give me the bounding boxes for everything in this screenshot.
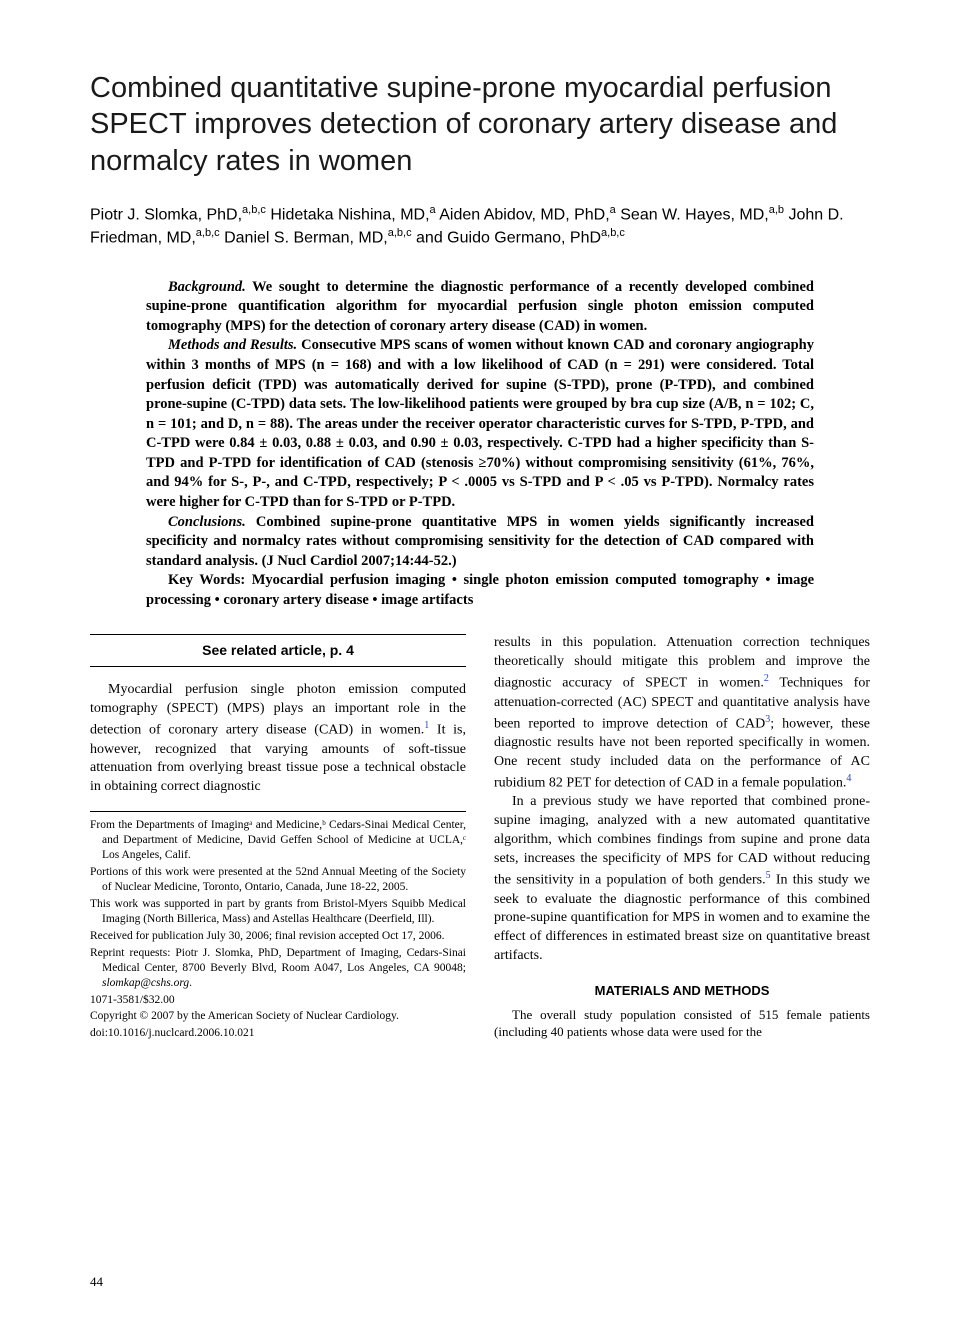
footnotes-block: From the Departments of Imagingᵃ and Med…	[90, 811, 466, 1041]
page-number: 44	[90, 1274, 103, 1290]
footnote-issn: 1071-3581/$32.00	[90, 993, 466, 1008]
author-list: Piotr J. Slomka, PhD,a,b,c Hidetaka Nish…	[90, 203, 870, 250]
right-p3: The overall study population consisted o…	[494, 1006, 870, 1041]
right-p1: results in this population. Attenuation …	[494, 634, 870, 793]
footnote-copyright: Copyright © 2007 by the American Society…	[90, 1009, 466, 1024]
abstract-background: Background. We sought to determine the d…	[146, 278, 814, 337]
background-text: We sought to determine the diagnostic pe…	[146, 279, 814, 334]
footnote-received: Received for publication July 30, 2006; …	[90, 929, 466, 944]
footnote-doi: doi:10.1016/j.nuclcard.2006.10.021	[90, 1026, 466, 1041]
abstract-conclusions: Conclusions. Combined supine-prone quant…	[146, 513, 814, 572]
conclusions-label: Conclusions.	[168, 514, 246, 530]
background-label: Background.	[168, 279, 246, 295]
left-column: See related article, p. 4 Myocardial per…	[90, 634, 466, 1043]
intro-paragraph: Myocardial perfusion single photon emiss…	[90, 681, 466, 797]
methods-label: Methods and Results.	[168, 337, 297, 353]
abstract-keywords: Key Words: Myocardial perfusion imaging …	[146, 571, 814, 610]
keywords-text: Myocardial perfusion imaging • single ph…	[146, 572, 814, 608]
article-title: Combined quantitative supine-prone myoca…	[90, 70, 870, 179]
abstract-methods: Methods and Results. Consecutive MPS sca…	[146, 336, 814, 512]
footnote-support: This work was supported in part by grant…	[90, 897, 466, 927]
conclusions-text: Combined supine-prone quantitative MPS i…	[146, 514, 814, 569]
abstract-block: Background. We sought to determine the d…	[90, 278, 870, 611]
footnote-reprints: Reprint requests: Piotr J. Slomka, PhD, …	[90, 946, 466, 991]
related-article-box: See related article, p. 4	[90, 634, 466, 667]
keywords-label: Key Words:	[168, 572, 245, 588]
body-columns: See related article, p. 4 Myocardial per…	[90, 634, 870, 1043]
right-p2: In a previous study we have reported tha…	[494, 793, 870, 966]
materials-methods-heading: MATERIALS AND METHODS	[494, 982, 870, 1000]
footnote-affiliation: From the Departments of Imagingᵃ and Med…	[90, 818, 466, 863]
footnote-presented: Portions of this work were presented at …	[90, 865, 466, 895]
right-column: results in this population. Attenuation …	[494, 634, 870, 1043]
methods-text: Consecutive MPS scans of women without k…	[146, 337, 814, 510]
